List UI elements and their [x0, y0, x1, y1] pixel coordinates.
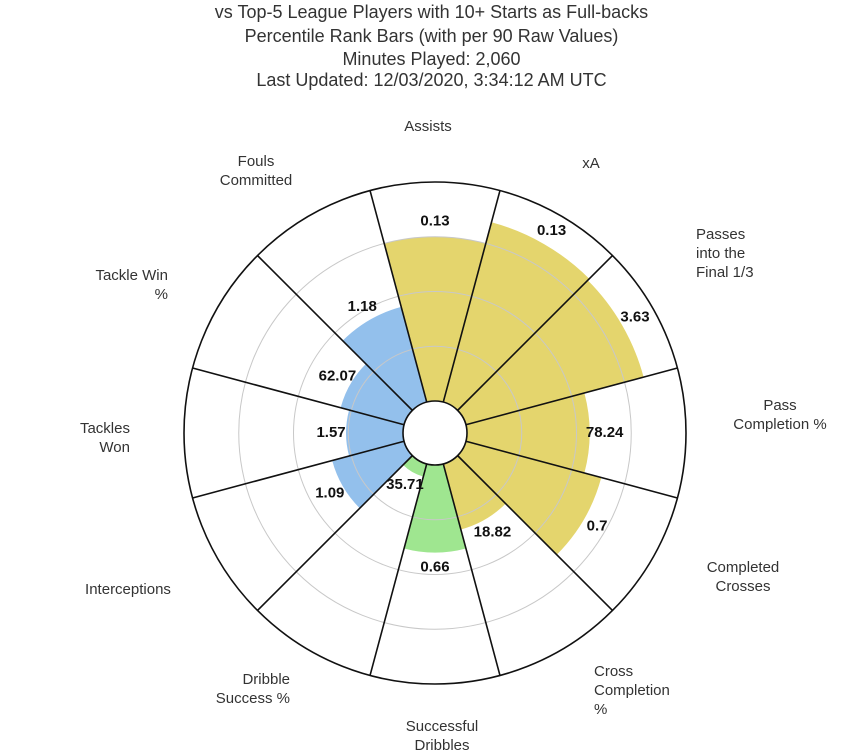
divider: [256, 254, 413, 411]
category-label: Interceptions: [85, 581, 171, 598]
outer-ring: [183, 181, 687, 685]
value-label: 3.63: [620, 308, 649, 325]
chart-subtitle: Percentile Rank Bars (with per 90 Raw Va…: [244, 26, 619, 46]
bar: [403, 455, 427, 477]
divider: [256, 455, 413, 612]
divider: [457, 254, 614, 411]
grid-ring: [238, 236, 632, 630]
divider: [192, 440, 405, 499]
divider: [465, 367, 678, 426]
divider: [457, 455, 614, 612]
divider: [442, 190, 501, 403]
value-label: 0.66: [420, 559, 449, 576]
value-label: 62.07: [319, 368, 357, 385]
category-label: Successful Dribbles: [405, 718, 479, 754]
bar: [457, 280, 644, 425]
grid-ring: [347, 345, 523, 521]
divider: [369, 190, 428, 403]
category-label: Assists: [404, 118, 452, 135]
bar: [342, 306, 427, 411]
divider: [369, 463, 428, 676]
value-label: 1.09: [315, 485, 344, 502]
divider: [192, 367, 405, 426]
value-label: 0.13: [420, 213, 449, 230]
value-label: 78.24: [586, 424, 624, 441]
bar: [384, 236, 486, 403]
divider: [465, 440, 678, 499]
annotation: Last Updated: 12/03/2020, 3:34:12 AM UTC: [256, 70, 607, 90]
value-label: 0.13: [537, 222, 566, 239]
bar: [443, 455, 506, 530]
center-hole: [402, 400, 468, 466]
bar: [443, 222, 590, 411]
value-label: 1.57: [316, 424, 345, 441]
category-label: xA: [582, 155, 600, 172]
chart-title: vs Top-5 League Players with 10+ Starts …: [214, 2, 649, 22]
bar: [465, 392, 590, 474]
bar: [457, 441, 602, 555]
value-label: 1.18: [348, 298, 377, 315]
category-label: Cross Completion %: [594, 663, 670, 718]
value-label: 35.71: [386, 476, 424, 493]
annotation: Minutes Played: 2,060: [342, 49, 521, 69]
value-label: 18.82: [474, 523, 512, 540]
category-label: Pass Completion %: [733, 397, 827, 433]
category-label: Dribble Success %: [215, 671, 290, 707]
bar: [340, 363, 413, 425]
bar: [404, 463, 466, 553]
grid-ring: [293, 291, 577, 575]
category-label: Fouls Committed: [219, 153, 293, 189]
divider: [442, 463, 501, 676]
value-label: 0.7: [587, 518, 608, 535]
category-label: Passes into the Final 1/3: [696, 226, 754, 281]
category-label: Tackles Won: [79, 420, 130, 456]
category-label: Tackle Win %: [95, 267, 168, 303]
category-label: Completed Crosses: [706, 559, 780, 595]
